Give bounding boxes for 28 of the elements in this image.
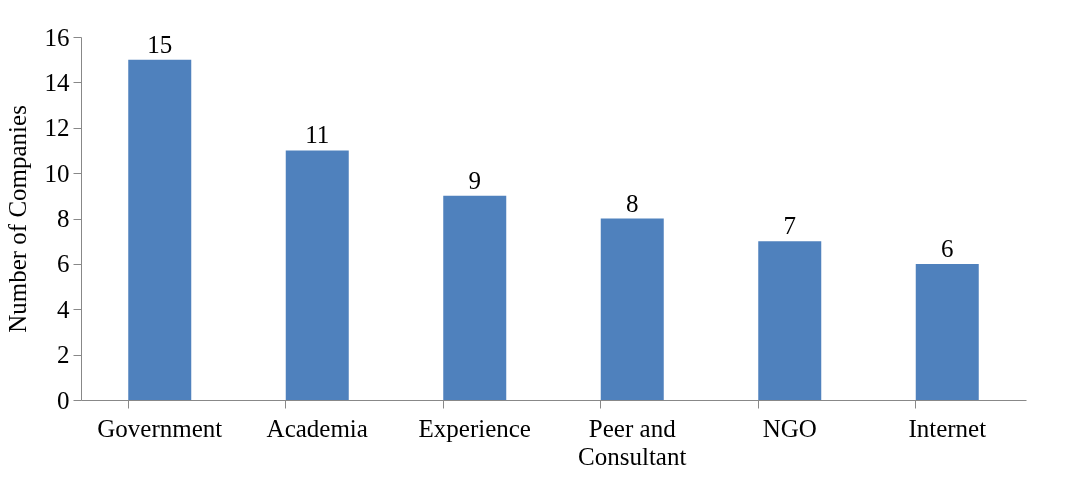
y-tick-label: 8	[57, 205, 70, 232]
y-tick-label: 4	[57, 295, 70, 323]
bar	[128, 59, 192, 400]
y-tick-label: 0	[57, 386, 70, 414]
y-tick-label: 10	[44, 159, 70, 187]
y-tick-label: 2	[57, 341, 70, 369]
data-label: 8	[626, 189, 639, 217]
y-tick-label: 16	[44, 23, 70, 51]
bar	[600, 218, 664, 400]
x-tick-label: Government	[97, 414, 223, 442]
y-tick-label: 6	[57, 250, 70, 278]
x-tick-label: Experience	[418, 414, 531, 442]
data-label: 6	[941, 234, 954, 262]
data-label: 9	[468, 166, 481, 194]
y-tick-label: 12	[44, 114, 70, 142]
y-tick-label: 14	[44, 68, 70, 96]
bar	[443, 195, 507, 400]
data-label: 15	[147, 30, 173, 58]
x-tick-label: NGO	[762, 414, 817, 442]
data-label: 7	[783, 212, 796, 240]
bar	[915, 263, 979, 400]
y-axis-title: Number of Companies	[3, 105, 31, 333]
x-tick-label: Internet	[908, 414, 987, 442]
x-tick-label: Academia	[266, 414, 368, 442]
x-tick-label: Peer and Consultant	[578, 414, 687, 470]
bar	[285, 150, 349, 400]
data-label: 11	[305, 121, 330, 149]
bar	[758, 241, 822, 400]
